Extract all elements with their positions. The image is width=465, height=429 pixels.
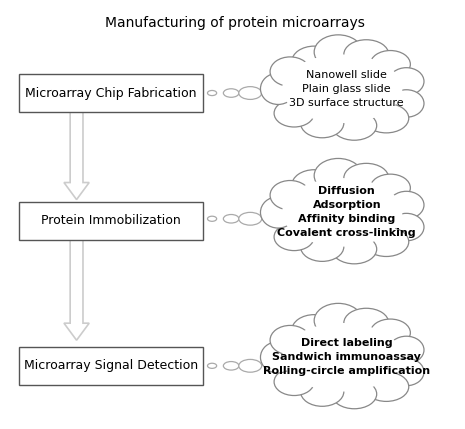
Text: Nanowell slide
Plain glass slide
3D surface structure: Nanowell slide Plain glass slide 3D surf… xyxy=(290,70,404,108)
Ellipse shape xyxy=(292,46,337,78)
Ellipse shape xyxy=(223,362,239,370)
FancyBboxPatch shape xyxy=(20,74,203,112)
Text: Microarray Chip Fabrication: Microarray Chip Fabrication xyxy=(25,87,197,100)
Ellipse shape xyxy=(282,178,402,247)
Polygon shape xyxy=(64,240,89,340)
Ellipse shape xyxy=(274,100,314,127)
Ellipse shape xyxy=(207,91,217,96)
Ellipse shape xyxy=(260,73,296,104)
Ellipse shape xyxy=(364,227,409,257)
Ellipse shape xyxy=(389,68,424,95)
Text: Direct labeling
Sandwich immunoassay
Rolling-circle amplification: Direct labeling Sandwich immunoassay Rol… xyxy=(263,338,431,376)
Ellipse shape xyxy=(389,90,424,117)
Ellipse shape xyxy=(344,308,389,338)
Ellipse shape xyxy=(344,163,389,193)
Ellipse shape xyxy=(364,103,409,133)
Ellipse shape xyxy=(344,40,389,69)
Text: Diffusion
Adsorption
Affinity binding
Covalent cross-linking: Diffusion Adsorption Affinity binding Co… xyxy=(278,186,416,239)
Ellipse shape xyxy=(332,379,377,409)
Ellipse shape xyxy=(292,314,337,346)
Ellipse shape xyxy=(270,181,310,210)
Ellipse shape xyxy=(370,51,411,78)
Ellipse shape xyxy=(239,212,262,225)
Ellipse shape xyxy=(223,89,239,97)
Ellipse shape xyxy=(389,191,424,219)
Ellipse shape xyxy=(282,54,402,123)
Ellipse shape xyxy=(389,336,424,364)
Ellipse shape xyxy=(223,214,239,223)
Ellipse shape xyxy=(282,323,402,392)
FancyBboxPatch shape xyxy=(20,347,203,385)
Polygon shape xyxy=(64,112,89,199)
Ellipse shape xyxy=(270,326,310,355)
Ellipse shape xyxy=(314,35,362,69)
Text: Microarray Signal Detection: Microarray Signal Detection xyxy=(24,360,198,372)
Ellipse shape xyxy=(332,111,377,140)
Ellipse shape xyxy=(364,372,409,402)
Ellipse shape xyxy=(207,216,217,221)
Ellipse shape xyxy=(314,158,362,193)
Ellipse shape xyxy=(270,57,310,86)
Ellipse shape xyxy=(239,360,262,372)
Ellipse shape xyxy=(389,358,424,386)
Ellipse shape xyxy=(332,234,377,264)
Ellipse shape xyxy=(300,232,344,261)
Text: Manufacturing of protein microarrays: Manufacturing of protein microarrays xyxy=(105,16,365,30)
Ellipse shape xyxy=(314,303,362,338)
Text: Protein Immobilization: Protein Immobilization xyxy=(41,214,181,227)
Ellipse shape xyxy=(389,213,424,241)
Ellipse shape xyxy=(370,319,411,347)
Ellipse shape xyxy=(274,223,314,251)
Ellipse shape xyxy=(207,363,217,369)
Ellipse shape xyxy=(292,170,337,201)
Ellipse shape xyxy=(260,196,296,228)
FancyBboxPatch shape xyxy=(20,202,203,240)
Ellipse shape xyxy=(300,109,344,138)
Ellipse shape xyxy=(239,87,262,100)
Ellipse shape xyxy=(300,377,344,406)
Ellipse shape xyxy=(370,174,411,202)
Ellipse shape xyxy=(274,368,314,396)
Ellipse shape xyxy=(260,341,296,373)
